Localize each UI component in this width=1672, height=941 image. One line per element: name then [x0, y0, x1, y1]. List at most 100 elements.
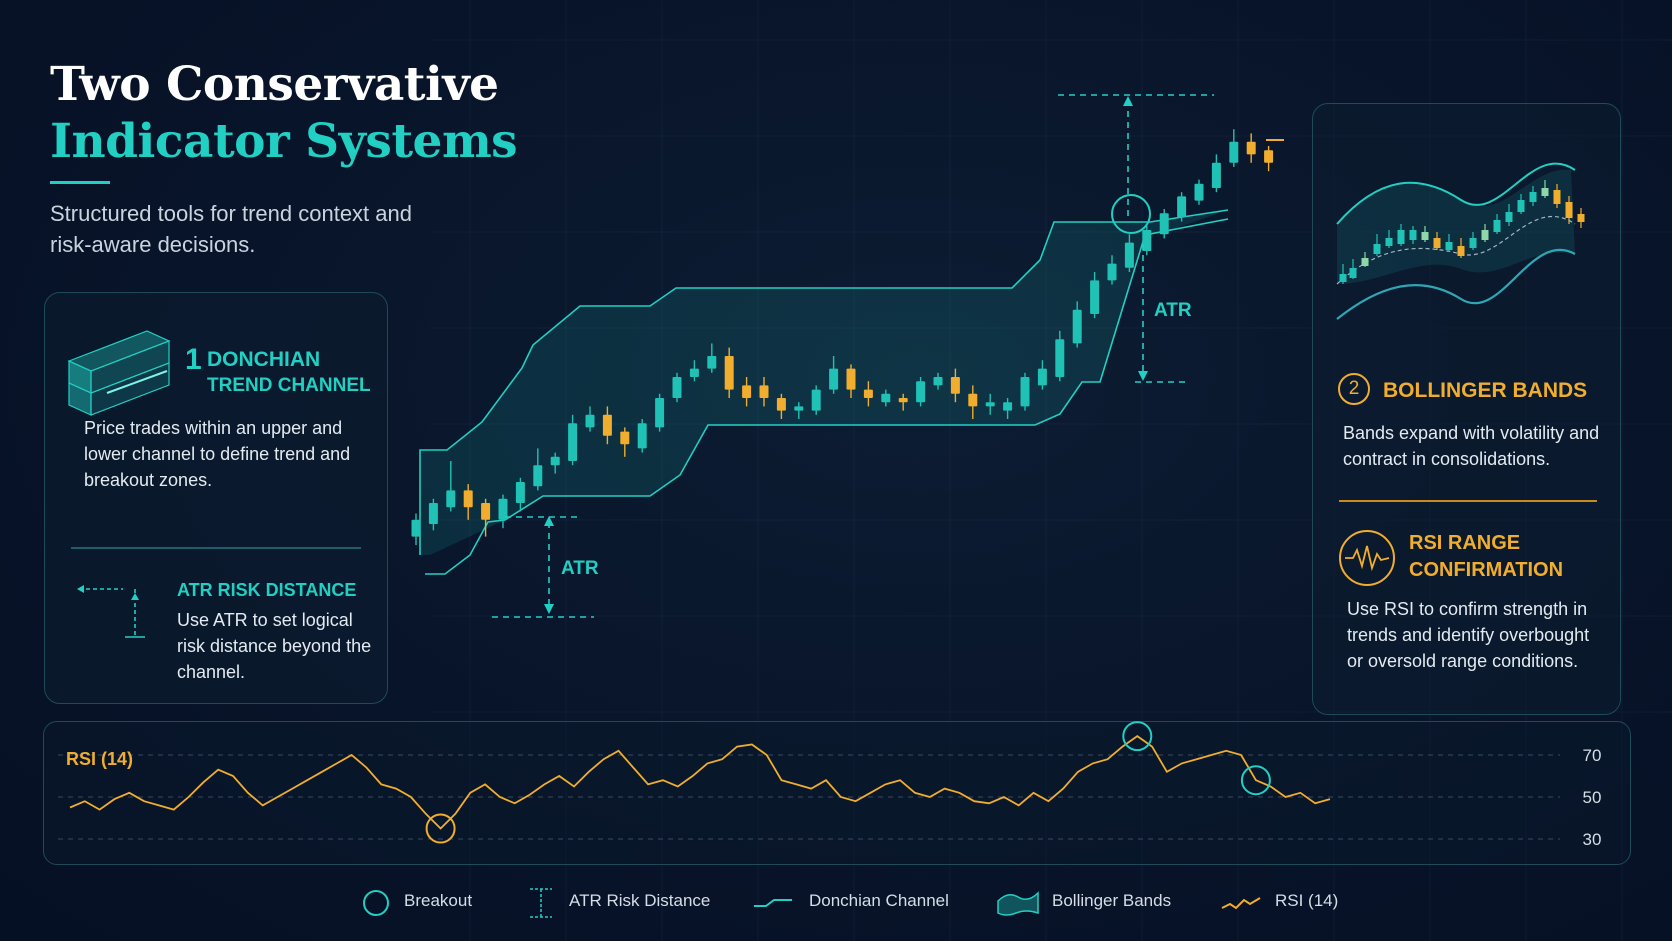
- rsi-marker-circle: [425, 813, 456, 844]
- candle: [1177, 192, 1187, 222]
- mini-candle: [1397, 224, 1405, 246]
- mini-candle-body: [1505, 212, 1513, 222]
- rsi-range-description: Use RSI to confirm strength in trends an…: [1347, 599, 1590, 671]
- candle: [515, 477, 525, 512]
- mini-candle: [1349, 259, 1357, 279]
- bollinger-lower-band: [1336, 248, 1576, 320]
- candle-body: [1159, 213, 1169, 235]
- line-icon: [754, 899, 792, 907]
- candle: [1072, 301, 1082, 348]
- candle-body: [1055, 339, 1065, 377]
- candle: [533, 448, 543, 491]
- candle: [1037, 360, 1047, 390]
- candle: [602, 406, 612, 445]
- candle: [585, 406, 595, 432]
- mini-candle-body: [1577, 214, 1585, 222]
- candle-body: [1072, 309, 1082, 344]
- rsi-wave-icon: [1339, 530, 1395, 586]
- atr-distance-icon: [77, 585, 145, 638]
- candle-body: [707, 356, 717, 369]
- candle-body: [898, 398, 908, 403]
- page-title: Two Conservative Indicator Systems: [50, 56, 518, 170]
- mini-candle: [1565, 196, 1573, 224]
- candle: [637, 419, 647, 453]
- candle-body: [724, 356, 734, 390]
- candle: [776, 393, 786, 419]
- candle: [689, 360, 699, 382]
- candle-body: [1124, 242, 1134, 268]
- candle-body: [1020, 377, 1030, 407]
- mini-candle: [1541, 180, 1549, 198]
- candle: [550, 452, 560, 474]
- candle: [898, 393, 908, 411]
- mini-candle-body: [1565, 202, 1573, 218]
- atr-bracket-icon: [530, 888, 552, 918]
- candle-body: [411, 519, 421, 537]
- candle: [1107, 255, 1117, 285]
- mini-candle-body: [1339, 274, 1347, 282]
- candle-body: [568, 423, 578, 461]
- candle: [428, 498, 438, 531]
- candle-body: [533, 465, 543, 487]
- mini-candle: [1493, 214, 1501, 234]
- candle-body: [1090, 280, 1100, 314]
- candle-body: [689, 368, 699, 377]
- rsi-tick-label: 30: [1583, 830, 1602, 849]
- bollinger-rsi-info-panel: 2 BOLLINGER BANDS Bands expand with vola…: [1312, 103, 1621, 715]
- candle-body: [672, 377, 682, 398]
- candle-body: [759, 385, 769, 398]
- panel-divider: [71, 547, 361, 549]
- candle: [1159, 209, 1169, 239]
- donchian-title-line-2: TREND CHANNEL: [207, 375, 371, 396]
- donchian-info-panel: 1 DONCHIAN TREND CHANNEL Price trades wi…: [44, 292, 388, 704]
- bollinger-upper-band: [1336, 162, 1576, 225]
- mini-candle-body: [1421, 232, 1429, 240]
- mini-candle-body: [1397, 230, 1405, 244]
- candle-body: [1177, 196, 1187, 218]
- mini-candle: [1553, 184, 1561, 208]
- candle: [481, 498, 491, 537]
- candle: [933, 372, 943, 390]
- candle-body: [829, 368, 839, 390]
- panel-divider-gold: [1339, 500, 1597, 502]
- mini-candle: [1385, 230, 1393, 248]
- bollinger-bands-illustration: [1336, 162, 1585, 320]
- mini-candle-body: [1517, 200, 1525, 212]
- candle: [446, 461, 456, 512]
- candle: [1211, 154, 1221, 193]
- candle-body: [1211, 162, 1221, 188]
- candle-body: [1246, 141, 1256, 155]
- candle-body: [498, 498, 508, 520]
- donchian-lower-line: [425, 218, 1229, 575]
- candle: [863, 381, 873, 407]
- candle: [707, 343, 717, 373]
- candle: [672, 372, 682, 403]
- atr-risk-title: ATR RISK DISTANCE: [177, 580, 357, 600]
- atr-arrow-down-lower: [544, 604, 554, 614]
- candle-body: [1229, 141, 1239, 163]
- band-icon: [997, 891, 1039, 916]
- mini-candle: [1481, 224, 1489, 242]
- candle: [1246, 133, 1256, 163]
- candle: [1003, 398, 1013, 419]
- mini-candle-body: [1553, 190, 1561, 204]
- candle: [916, 377, 926, 407]
- donchian-number: 1: [185, 343, 202, 376]
- candle-body: [776, 398, 786, 411]
- candle-body: [428, 503, 438, 524]
- candle-body: [846, 368, 856, 390]
- mini-candle-body: [1409, 230, 1417, 240]
- rsi-marker-circle: [1240, 765, 1271, 796]
- donchian-description: Price trades within an upper and lower c…: [84, 418, 351, 490]
- atr-arrow-up-lower: [544, 516, 554, 526]
- candle: [829, 356, 839, 394]
- mini-candle-body: [1349, 268, 1357, 278]
- candle: [1229, 129, 1239, 167]
- rsi-tick-label: 50: [1583, 788, 1602, 807]
- candle: [498, 494, 508, 529]
- candle: [811, 385, 821, 415]
- candle-body: [602, 414, 612, 436]
- channel-3d-icon: [67, 330, 171, 416]
- bollinger-band-fill: [1337, 169, 1575, 284]
- candle: [881, 389, 891, 407]
